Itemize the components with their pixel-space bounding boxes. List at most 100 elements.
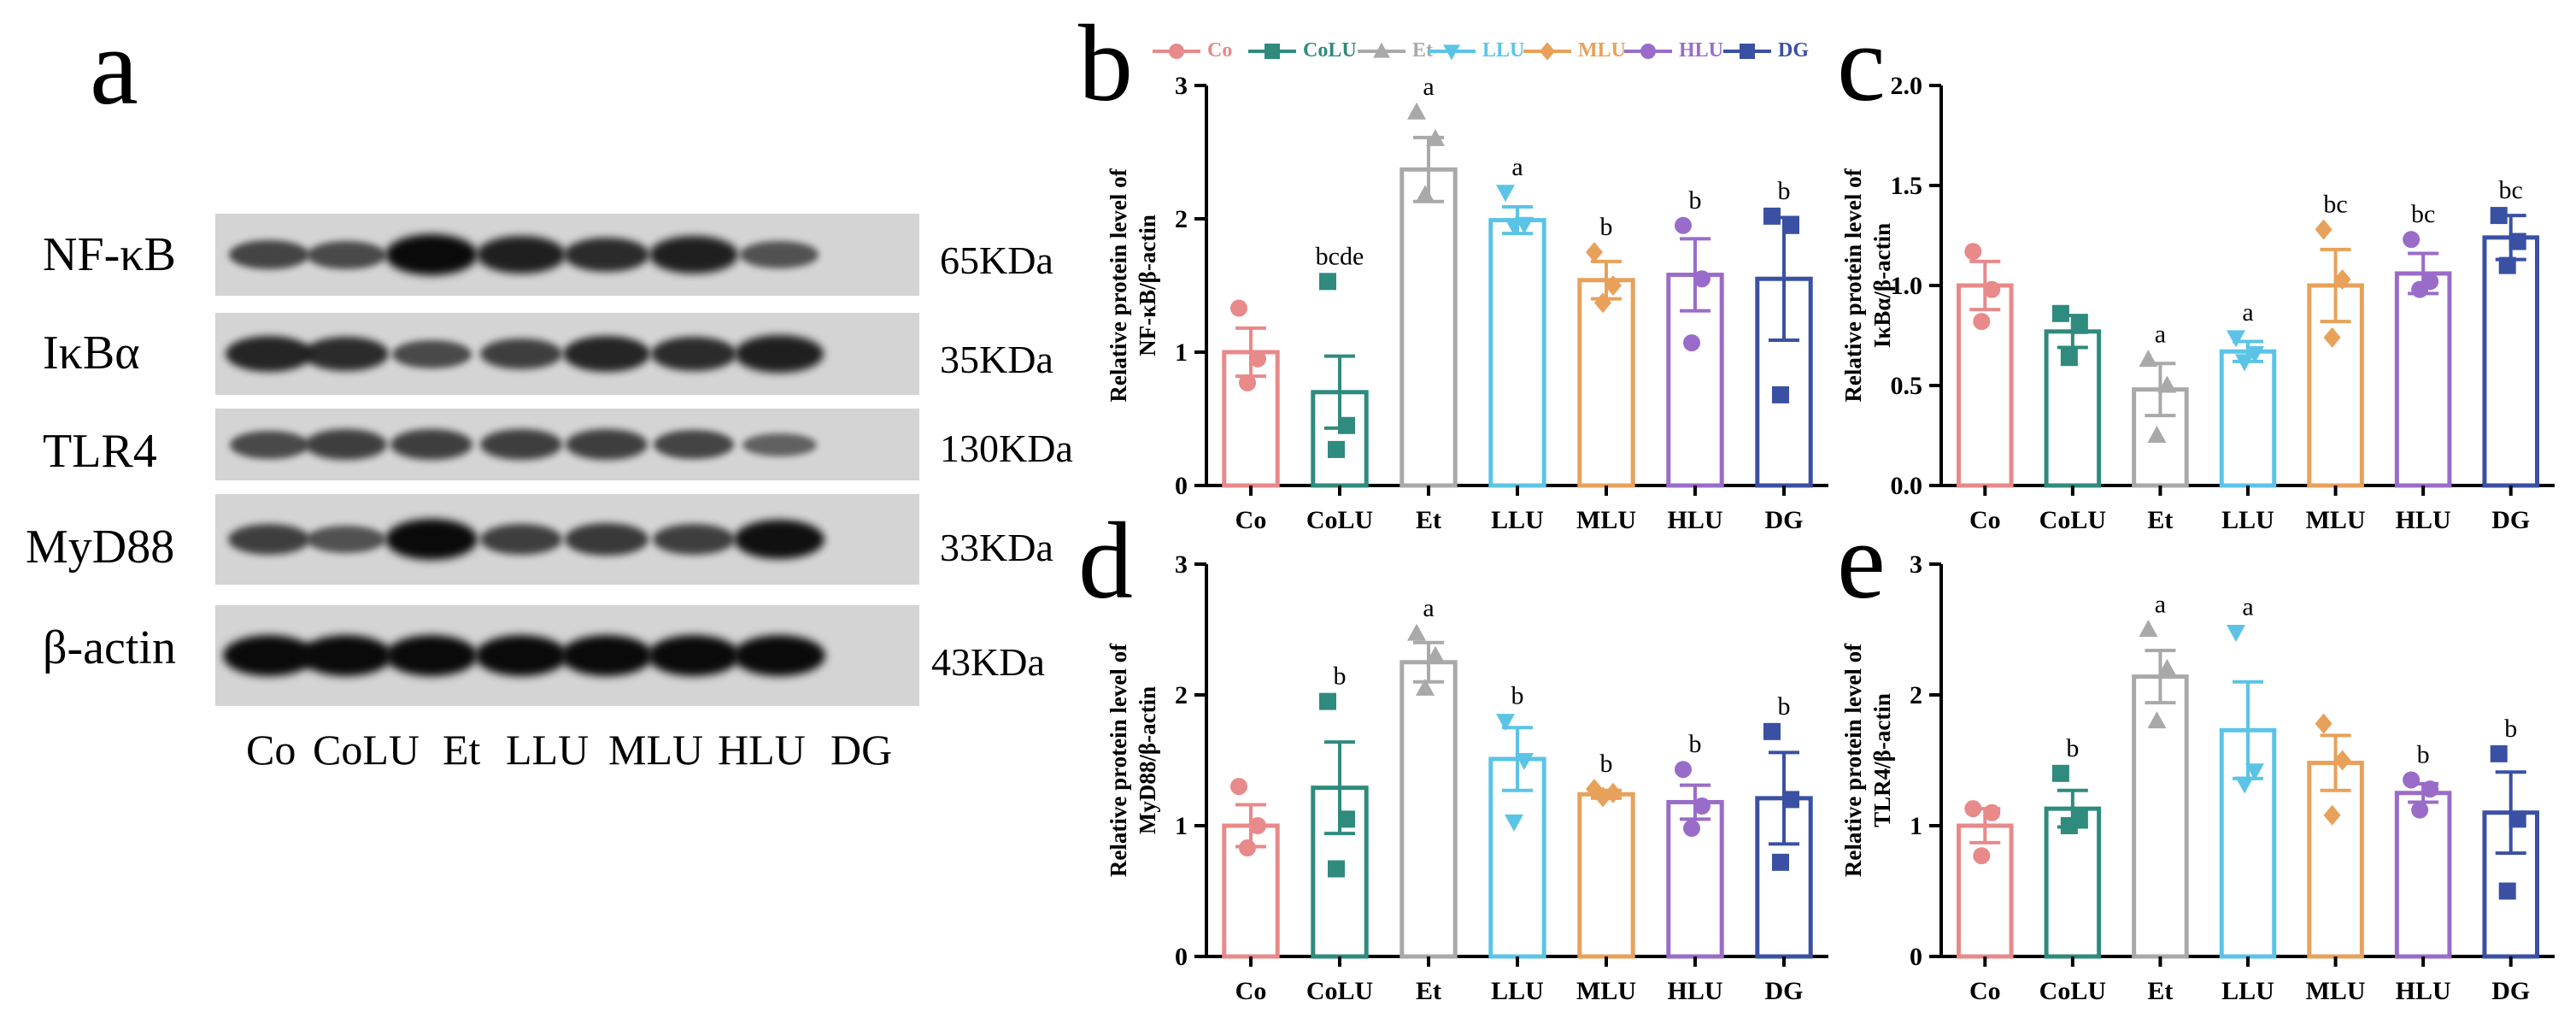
legend-marker-co: [1153, 44, 1200, 59]
data-point: [2245, 346, 2264, 364]
data-point: [1426, 645, 1445, 663]
blot-strip-nf-b: [215, 214, 919, 296]
y-tick-label: 0.0: [1891, 472, 1923, 500]
data-point: [2139, 620, 2158, 637]
blot-band: [226, 336, 313, 372]
x-tick-label: MLU: [1576, 506, 1636, 534]
panel-letter-a: a: [90, 6, 138, 127]
data-point: [1763, 207, 1781, 225]
significance-label: b: [1778, 177, 1791, 205]
data-point: [1505, 814, 1523, 832]
x-tick-label: Co: [1969, 506, 2001, 534]
x-tick-label: Et: [1416, 506, 1441, 534]
significance-label: b: [2066, 734, 2079, 762]
data-point: [1763, 722, 1781, 740]
y-tick-label: 1.0: [1891, 272, 1923, 300]
blot-label-ikba: IκBα: [43, 327, 140, 380]
legend-marker-shape: [1740, 44, 1755, 59]
significance-label: a: [1423, 73, 1434, 101]
blot-band: [305, 429, 387, 460]
blot-band: [306, 240, 386, 269]
y-axis-label: MyD88/β-actin: [1135, 686, 1160, 834]
x-tick-label: MLU: [2306, 977, 2366, 1005]
legend-label-hlu: HLU: [1679, 39, 1724, 62]
significance-label: b: [1511, 682, 1524, 710]
blot-band: [480, 524, 562, 555]
data-point: [2509, 232, 2526, 250]
blot-band: [733, 635, 825, 676]
chart-myd88: 0 1 2 3 Relative protein level of MyD88/β-act…: [1106, 550, 1828, 1005]
blot-strip-i-b-: [215, 313, 919, 395]
x-tick-label: DG: [2491, 506, 2530, 534]
x-tick-label: MLU: [2306, 506, 2366, 534]
data-point: [1964, 243, 1982, 261]
legend-marker-et: [1358, 42, 1405, 58]
blot-band: [563, 237, 650, 273]
data-point: [1782, 791, 1799, 809]
data-point: [1693, 797, 1710, 815]
x-tick-label: LLU: [1491, 506, 1544, 534]
blot-band: [742, 433, 817, 456]
blot-band: [653, 429, 735, 460]
x-tick-label: Co: [1235, 977, 1267, 1005]
y-tick-label: 3: [1175, 72, 1188, 100]
data-point: [1416, 185, 1435, 203]
data-point: [2490, 207, 2508, 225]
data-point: [1338, 810, 1355, 828]
data-point: [1496, 714, 1515, 732]
y-tick-label: 0: [1175, 943, 1188, 971]
legend-label-mlu: MLU: [1578, 39, 1626, 62]
data-point: [2323, 804, 2341, 826]
significance-label: bcde: [1316, 242, 1364, 270]
blot-label-bactin: β-actin: [43, 621, 176, 674]
legend-marker-mlu: [1523, 42, 1571, 61]
legend-marker-shape: [1265, 44, 1280, 59]
data-point: [1496, 185, 1515, 203]
data-point: [2315, 219, 2332, 240]
blot-band: [385, 635, 478, 676]
y-axis-label: TLR4/β-actin: [1869, 693, 1895, 827]
data-point: [2411, 801, 2429, 819]
legend-marker-shape: [1169, 44, 1184, 59]
lane-label-mlu: MLU: [608, 726, 704, 774]
legend-item-llu: LLU: [1424, 34, 1524, 68]
x-tick-label: Co: [1969, 977, 2001, 1005]
y-axis-label: Relative protein level of: [1106, 168, 1131, 402]
blot-band: [735, 335, 824, 373]
data-point: [2235, 776, 2254, 794]
x-tick-label: HLU: [1667, 506, 1722, 534]
y-tick-label: 1: [1175, 338, 1188, 367]
data-point: [1230, 778, 1247, 796]
legend-label-dg: DG: [1778, 39, 1809, 62]
x-tick-label: HLU: [2396, 506, 2451, 534]
bar-hlu: [2394, 271, 2452, 488]
blot-band: [649, 236, 738, 274]
significance-label: b: [2417, 740, 2430, 768]
data-point: [1772, 385, 1789, 403]
data-point: [2323, 327, 2341, 348]
blot-band: [477, 236, 566, 274]
legend-item-colu: CoLU: [1245, 34, 1357, 68]
bar-co: [1957, 823, 2014, 959]
data-point: [2421, 780, 2439, 798]
data-point: [2051, 764, 2069, 782]
significance-label: b: [1600, 213, 1613, 241]
blot-band: [563, 336, 650, 372]
blot-kda-nfkb: 65KDa: [940, 238, 1053, 282]
lane-label-co: Co: [246, 726, 296, 774]
y-tick-label: 0: [1175, 472, 1188, 500]
blot-band: [391, 339, 472, 368]
data-point: [1772, 853, 1789, 871]
data-point: [1594, 786, 1611, 808]
legend-marker-hlu: [1624, 44, 1672, 59]
y-axis-label: Relative protein level of: [1840, 643, 1866, 877]
y-tick-label: 3: [1910, 550, 1922, 579]
y-tick-label: 0.5: [1891, 372, 1923, 400]
data-point: [1586, 779, 1603, 800]
data-point: [1505, 218, 1523, 236]
data-point: [1683, 820, 1700, 838]
bar-et: [1399, 167, 1458, 488]
data-point: [2147, 426, 2167, 443]
data-point: [1693, 270, 1710, 288]
data-point: [2245, 763, 2264, 781]
